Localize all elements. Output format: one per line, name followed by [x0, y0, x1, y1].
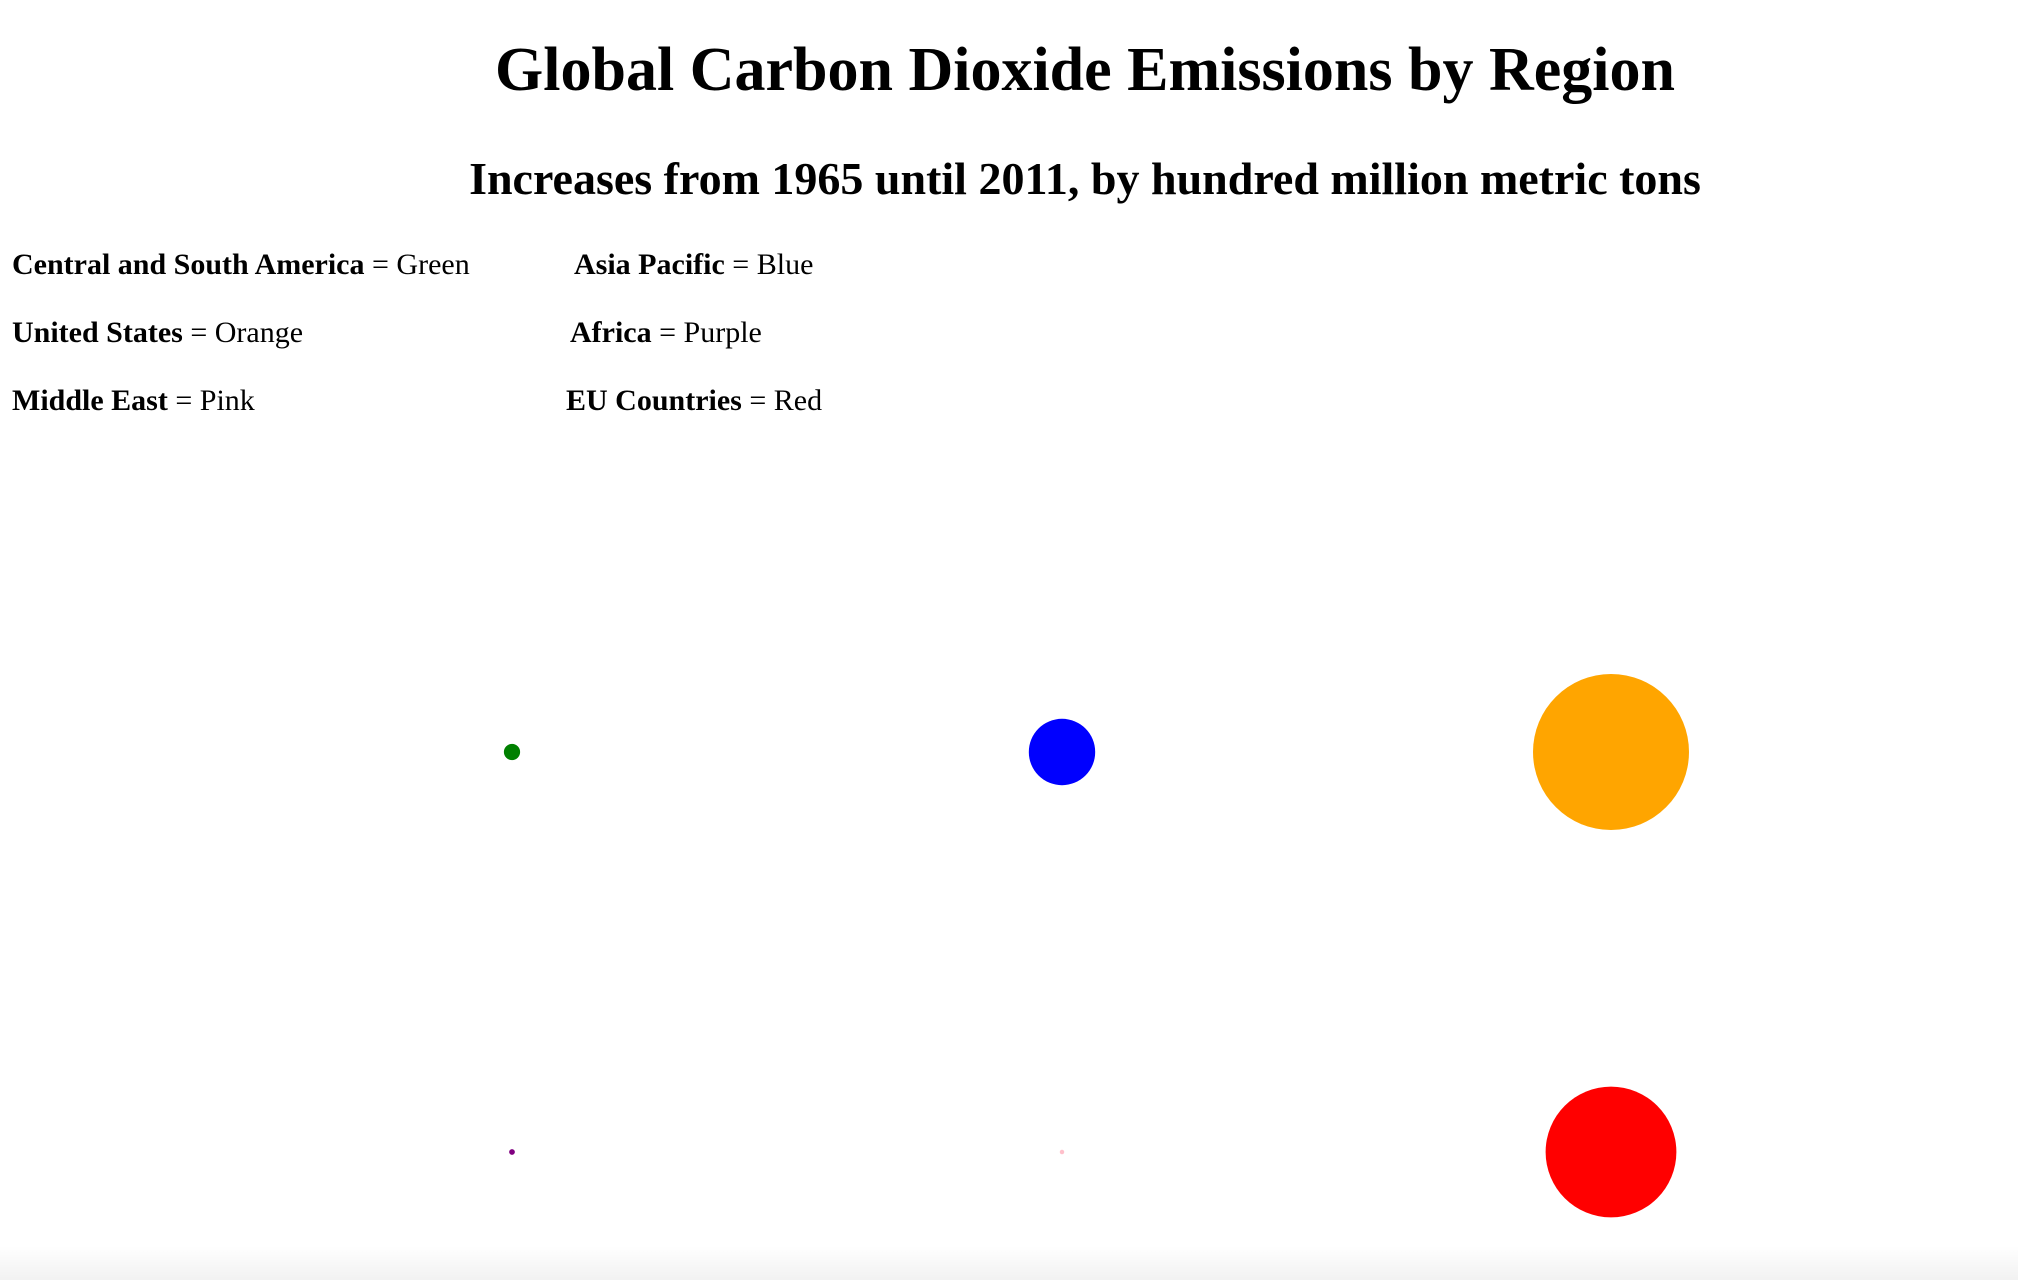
legend-region: United States [12, 316, 183, 349]
legend-color-name: Red [773, 384, 823, 417]
legend-region: Middle East [12, 384, 168, 417]
legend-item-middle-east: Middle East = Pink [12, 384, 255, 417]
bubble-central-and-south-america [503, 743, 521, 761]
legend-region: Asia Pacific [574, 248, 725, 281]
chart-subtitle: Increases from 1965 until 2011, by hundr… [469, 153, 1701, 204]
legend-item-central-south-america: Central and South America = Green [12, 248, 470, 281]
legend-color-name: Green [396, 248, 470, 281]
chart-title: Global Carbon Dioxide Emissions by Regio… [495, 36, 1675, 104]
bubble-middle-east [1059, 1149, 1065, 1155]
legend-item-united-states: United States = Orange [12, 316, 304, 349]
legend-color-name: Blue [756, 248, 814, 281]
bubble-africa [509, 1149, 515, 1155]
legend-region: EU Countries [566, 384, 742, 417]
legend-region: Central and South America [12, 248, 365, 281]
legend-color-name: Orange [214, 316, 304, 349]
legend-item-eu-countries: EU Countries = Red [566, 384, 823, 417]
legend-item-asia-pacific: Asia Pacific = Blue [574, 248, 814, 281]
bubble-eu-countries [1545, 1086, 1677, 1218]
legend-region: Africa [570, 316, 652, 349]
legend-color-name: Pink [199, 384, 255, 417]
legend-item-africa: Africa = Purple [570, 316, 762, 349]
scroll-shade [0, 1246, 2018, 1280]
bubble-asia-pacific [1028, 718, 1096, 786]
legend-color-name: Purple [683, 316, 762, 349]
bubble-united-states [1533, 674, 1689, 830]
